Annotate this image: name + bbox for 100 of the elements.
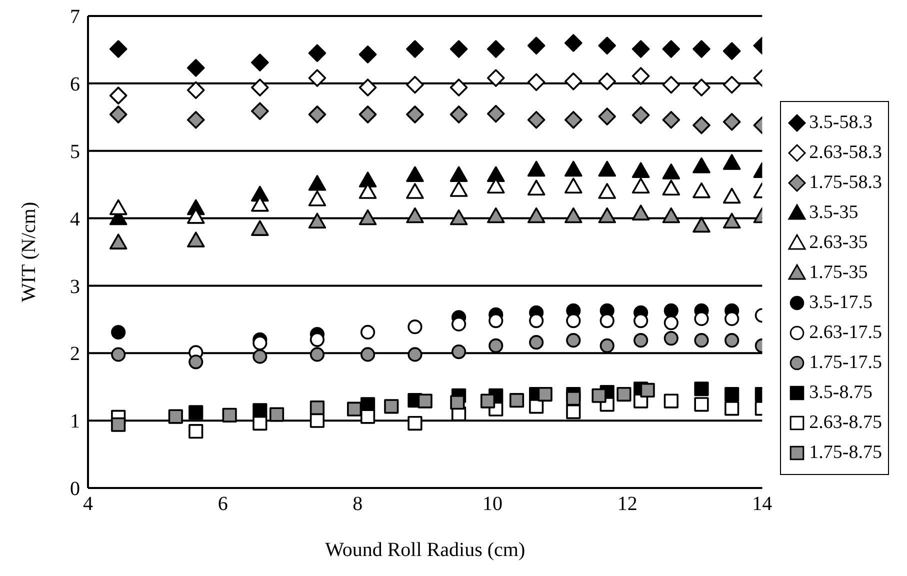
point <box>406 207 424 224</box>
point <box>640 382 655 398</box>
point <box>186 81 205 100</box>
point <box>450 181 468 197</box>
point <box>358 78 377 96</box>
point <box>310 400 325 416</box>
point <box>694 397 709 412</box>
point <box>692 78 710 96</box>
x-tick-label: 8 <box>352 493 363 516</box>
point <box>694 333 709 348</box>
point <box>111 324 126 340</box>
point <box>564 160 582 177</box>
point <box>186 232 205 248</box>
point <box>664 316 678 330</box>
point <box>566 333 581 348</box>
point <box>186 110 205 129</box>
y-tick-label: 5 <box>70 140 80 163</box>
point <box>188 424 204 439</box>
y-tick-label: 4 <box>70 208 80 230</box>
point <box>486 69 505 87</box>
legend-label: 1.75-58.3 <box>809 172 882 194</box>
point <box>308 190 326 206</box>
point <box>600 338 614 354</box>
point <box>450 395 465 410</box>
point <box>308 212 326 229</box>
point <box>694 311 709 326</box>
point <box>109 234 128 250</box>
y-tick-label: 2 <box>70 343 80 366</box>
point <box>251 220 269 236</box>
point <box>251 78 269 96</box>
legend-label: 2.63-35 <box>809 232 868 254</box>
point <box>527 207 546 224</box>
legend-label: 3.5-17.5 <box>809 292 872 314</box>
point <box>168 409 183 424</box>
point <box>408 320 422 334</box>
point <box>308 106 326 124</box>
point <box>408 416 422 431</box>
x-tick-label: 14 <box>752 493 772 516</box>
legend-label: 1.75-8.75 <box>809 442 882 464</box>
y-tick-label: 6 <box>70 74 80 96</box>
y-tick-label: 3 <box>70 276 80 298</box>
point <box>527 180 546 196</box>
legend-label: 3.5-8.75 <box>809 382 872 404</box>
point <box>598 207 616 224</box>
point <box>486 207 505 224</box>
point <box>358 106 377 124</box>
point <box>252 349 268 364</box>
point <box>486 40 505 58</box>
point <box>722 188 741 204</box>
legend-label: 2.63-17.5 <box>809 322 882 344</box>
point <box>384 399 399 414</box>
point <box>252 336 268 350</box>
point <box>724 401 740 416</box>
y-tick-label: 0 <box>70 478 80 500</box>
legend-label: 2.63-8.75 <box>809 412 882 434</box>
point <box>692 40 710 58</box>
point <box>486 166 505 182</box>
point <box>529 313 544 328</box>
point <box>251 54 269 72</box>
point <box>450 166 468 182</box>
point <box>632 162 650 178</box>
point <box>722 42 741 60</box>
point <box>634 313 648 328</box>
point <box>662 110 680 129</box>
point <box>109 199 128 216</box>
point <box>310 332 325 347</box>
point <box>664 394 678 408</box>
point <box>662 76 680 94</box>
point <box>632 178 650 194</box>
point <box>418 394 432 408</box>
point <box>632 106 650 124</box>
point <box>111 347 126 362</box>
point <box>694 382 709 396</box>
point <box>527 36 546 55</box>
point <box>310 347 325 362</box>
point <box>692 182 710 198</box>
point <box>529 335 544 350</box>
point <box>406 166 424 182</box>
point <box>358 172 377 188</box>
point <box>662 207 680 224</box>
point <box>109 40 128 58</box>
point <box>529 399 544 414</box>
point <box>598 36 616 55</box>
point <box>450 40 468 58</box>
point <box>360 324 376 340</box>
point <box>527 73 546 91</box>
x-axis-title: Wound Roll Radius (cm) <box>325 539 526 561</box>
point <box>488 338 504 354</box>
point <box>188 405 204 420</box>
point <box>664 331 678 346</box>
point <box>408 347 422 362</box>
point <box>600 313 614 328</box>
point <box>308 44 326 62</box>
point <box>252 416 268 431</box>
point <box>406 106 424 124</box>
x-tick-label: 10 <box>482 493 503 516</box>
point <box>347 402 362 416</box>
x-tick-label: 12 <box>617 493 638 516</box>
point <box>598 160 616 177</box>
y-tick-label: 7 <box>70 6 80 28</box>
